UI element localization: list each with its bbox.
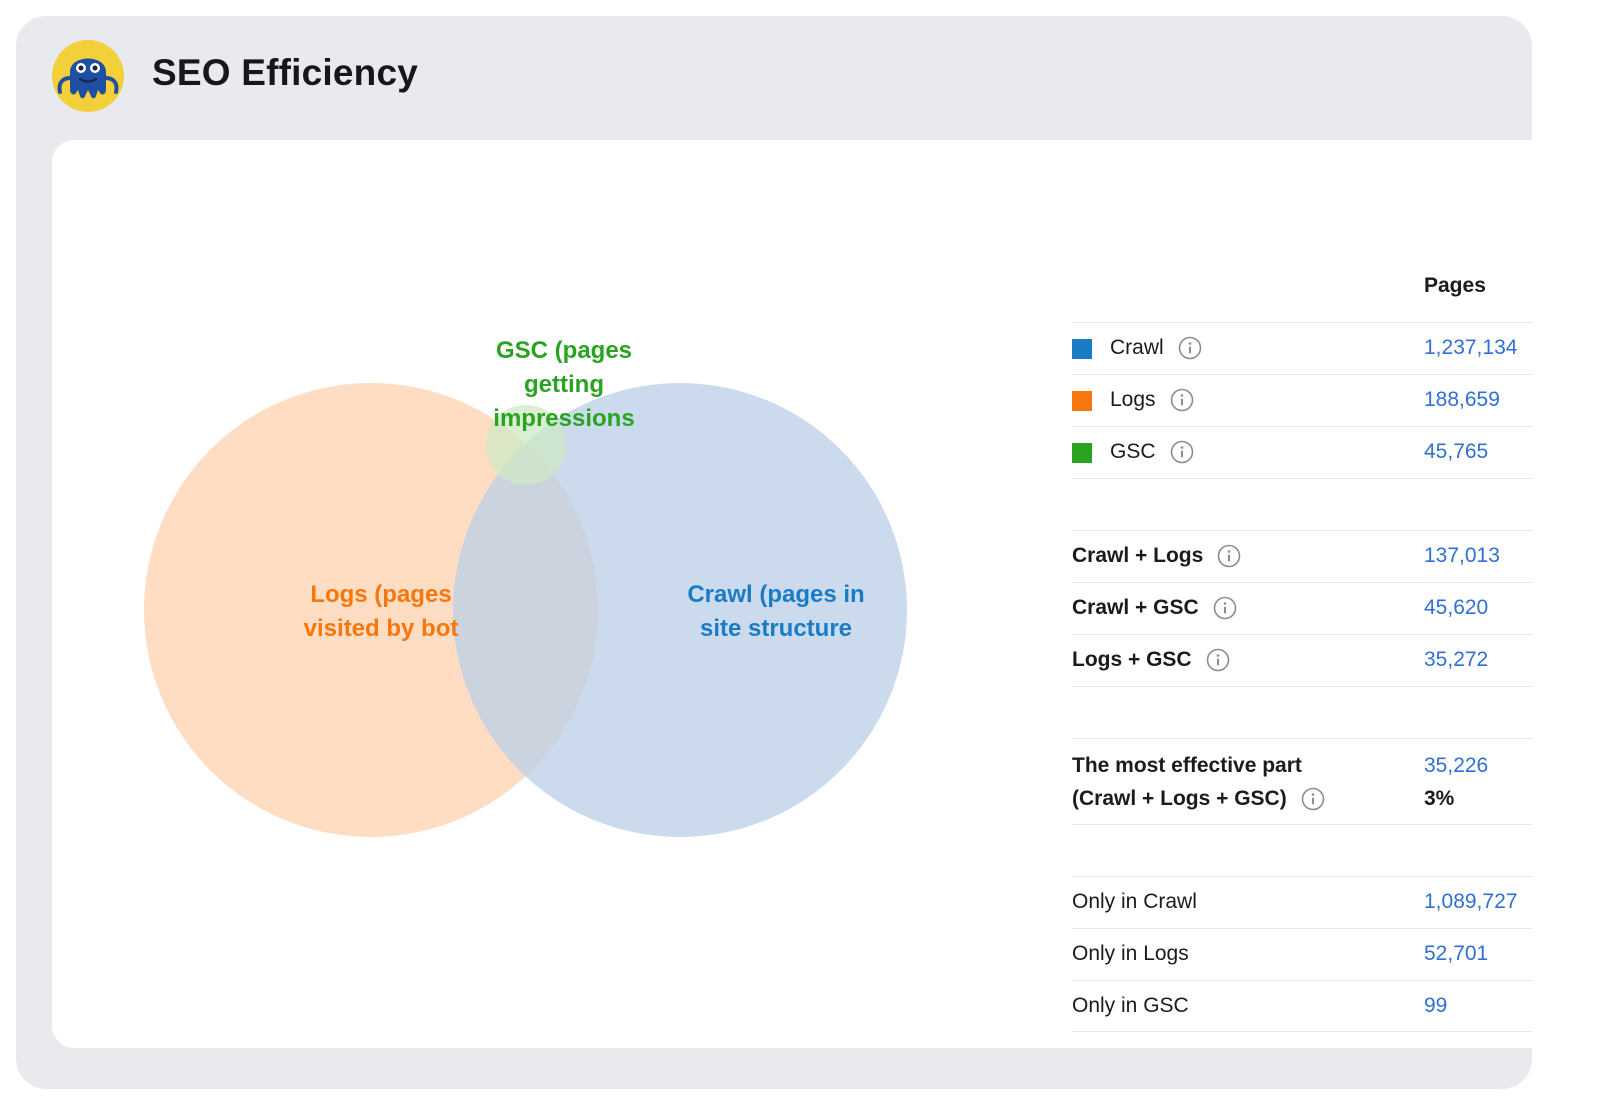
table-row-crawl-gsc: Crawl + GSC 45,620 [1072, 582, 1532, 634]
crawl-venn-label: Crawl (pages in site structure [687, 581, 865, 642]
only-logs-label: Only in Logs [1072, 942, 1189, 965]
row-label: Crawl [1110, 336, 1202, 360]
only-crawl-value[interactable]: 1,089,727 [1424, 890, 1518, 913]
table-row-effective: The most effective part (Crawl + Logs + … [1072, 738, 1532, 824]
table-row-gsc: GSC 45,765 [1072, 426, 1532, 478]
only-logs-value[interactable]: 52,701 [1424, 942, 1489, 965]
table-row-crawl: Crawl 1,237,134 [1072, 322, 1532, 374]
crawl-circle [453, 383, 907, 837]
table-row-only-crawl: Only in Crawl 1,089,727 [1072, 876, 1532, 928]
effective-label-line2-wrap: (Crawl + Logs + GSC) [1072, 782, 1325, 815]
pages-column-header: Pages [1424, 274, 1486, 297]
logs-swatch [1072, 391, 1092, 411]
crawl-gsc-label: Crawl + GSC [1072, 596, 1199, 619]
report-card: GSC (pages getting impressions Logs (pag… [52, 140, 1532, 1048]
crawl-gsc-value[interactable]: 45,620 [1424, 596, 1489, 619]
gsc-circle [486, 405, 566, 485]
row-label: Crawl + Logs [1072, 544, 1241, 568]
table-spacer [1072, 478, 1532, 530]
info-icon[interactable] [1301, 787, 1325, 811]
crawl-swatch [1072, 339, 1092, 359]
row-label: Crawl + GSC [1072, 596, 1237, 620]
crawl-logs-label: Crawl + Logs [1072, 544, 1204, 567]
info-icon[interactable] [1170, 440, 1194, 464]
info-icon[interactable] [1217, 544, 1241, 568]
effective-label-line2: (Crawl + Logs + GSC) [1072, 787, 1287, 810]
table-spacer [1072, 686, 1532, 738]
logs-gsc-label: Logs + GSC [1072, 648, 1192, 671]
gsc-label: GSC [1110, 440, 1156, 463]
logs-pages-value[interactable]: 188,659 [1424, 388, 1500, 411]
logs-gsc-value[interactable]: 35,272 [1424, 648, 1489, 671]
only-gsc-value[interactable]: 99 [1424, 994, 1448, 1017]
info-icon[interactable] [1213, 596, 1237, 620]
table-row-logs-gsc: Logs + GSC 35,272 [1072, 634, 1532, 686]
info-icon[interactable] [1178, 336, 1202, 360]
report-header: SEO Efficiency [16, 16, 1532, 138]
row-label: Logs + GSC [1072, 648, 1230, 672]
report-frame: SEO Efficiency GSC (pages getting impres… [16, 16, 1532, 1089]
effective-percent: 3% [1424, 787, 1455, 810]
effective-value[interactable]: 35,226 [1424, 754, 1489, 777]
logs-venn-label: Logs (pages visited by bot [303, 581, 459, 642]
table-spacer [1072, 824, 1532, 876]
only-crawl-label: Only in Crawl [1072, 890, 1197, 913]
crawl-logs-value[interactable]: 137,013 [1424, 544, 1500, 567]
table-row-logs: Logs 188,659 [1072, 374, 1532, 426]
table-row-only-logs: Only in Logs 52,701 [1072, 928, 1532, 980]
gsc-pages-value[interactable]: 45,765 [1424, 440, 1489, 463]
effective-label-line1: The most effective part [1072, 754, 1302, 777]
row-label: Logs [1110, 388, 1194, 412]
venn-diagram: GSC (pages getting impressions Logs (pag… [52, 140, 1012, 1048]
crawl-pages-value[interactable]: 1,237,134 [1424, 336, 1518, 359]
page-title: SEO Efficiency [152, 52, 419, 93]
only-gsc-label: Only in GSC [1072, 994, 1189, 1017]
info-icon[interactable] [1170, 388, 1194, 412]
crawl-label: Crawl [1110, 336, 1164, 359]
info-icon[interactable] [1206, 648, 1230, 672]
logs-label: Logs [1110, 388, 1156, 411]
gsc-swatch [1072, 443, 1092, 463]
octopus-logo-icon [52, 40, 124, 112]
table-row-only-gsc: Only in GSC 99 [1072, 980, 1532, 1032]
row-label: GSC [1110, 440, 1194, 464]
gsc-venn-label: GSC (pages getting impressions [493, 337, 635, 432]
table-row-crawl-logs: Crawl + Logs 137,013 [1072, 530, 1532, 582]
venn-svg [144, 383, 907, 837]
row-label: The most effective part (Crawl + Logs + … [1072, 749, 1325, 815]
